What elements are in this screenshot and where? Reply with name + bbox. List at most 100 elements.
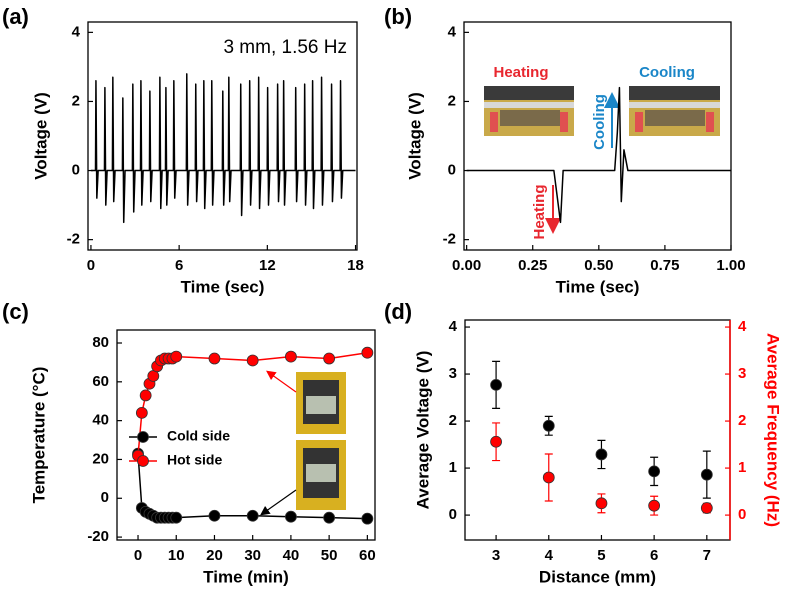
x-axis-label: Time (sec) xyxy=(556,277,640,296)
x-tick-label: 40 xyxy=(283,547,300,564)
y-tick-label: 2 xyxy=(449,412,457,429)
x-tick-label: 7 xyxy=(703,547,711,564)
y-tick-label: 4 xyxy=(448,23,457,40)
data-point xyxy=(361,512,374,525)
annotation: Heating xyxy=(531,184,548,239)
x-tick-label: 0.75 xyxy=(650,257,679,274)
x-tick-label: 50 xyxy=(321,547,338,564)
y-tick-label: 2 xyxy=(448,92,456,109)
y-tick-label: 40 xyxy=(92,412,109,429)
inset-photo xyxy=(296,440,346,510)
data-point xyxy=(285,510,297,523)
x-tick-label: 18 xyxy=(347,257,364,274)
x-tick-label: 0.00 xyxy=(452,257,481,274)
panel-label: (d) xyxy=(384,299,412,324)
y-axis-label: Voltage (V) xyxy=(31,92,50,180)
data-point xyxy=(542,471,555,484)
series-line xyxy=(90,73,356,224)
x-tick-label: 3 xyxy=(492,547,500,564)
data-point xyxy=(648,465,661,478)
panel: (a) 0 6 12 18 -2 0 2 4 Time (sec) Voltage (V) 3 mm,… xyxy=(2,4,364,297)
data-point xyxy=(700,502,713,514)
x-tick-label: 5 xyxy=(597,547,605,564)
legend-label: Cold side xyxy=(167,428,230,444)
y-tick-label: 3 xyxy=(449,365,457,382)
data-point xyxy=(361,346,374,359)
y-axis-label: Voltage (V) xyxy=(405,92,424,180)
data-point xyxy=(246,509,259,522)
x-tick-label: 30 xyxy=(244,547,261,564)
data-point xyxy=(490,378,502,391)
y-tick-label: 4 xyxy=(449,318,458,335)
data-point xyxy=(323,352,336,365)
legend-marker xyxy=(137,431,149,443)
inset-photo xyxy=(296,372,346,434)
y2-tick-label: 1 xyxy=(738,459,746,476)
x-tick-label: 0.25 xyxy=(518,257,547,274)
x-tick-label: 20 xyxy=(206,547,223,564)
legend-marker xyxy=(137,455,149,467)
data-point xyxy=(490,435,502,448)
y-axis-label: Temperature (°C) xyxy=(29,367,48,504)
data-point xyxy=(700,468,713,481)
data-point xyxy=(323,511,336,524)
x-tick-label: 0 xyxy=(87,257,95,274)
x-axis-label: Time (sec) xyxy=(181,277,265,296)
data-point xyxy=(542,419,555,432)
annotation: 3 mm, 1.56 Hz xyxy=(223,37,347,58)
panel-label: (c) xyxy=(2,299,29,324)
x-tick-label: 1.00 xyxy=(716,257,745,274)
data-point xyxy=(285,350,297,363)
annotation: Heating xyxy=(493,64,548,81)
data-point xyxy=(208,352,221,365)
inset-photo xyxy=(484,86,574,136)
y-tick-label: 20 xyxy=(92,450,109,467)
y-tick-label: 2 xyxy=(72,92,80,109)
panel: (c) 0 10 20 30 40 50 60 -20 0 20 40 60 80 Time (min) Te… xyxy=(2,299,376,587)
y2-tick-label: 3 xyxy=(738,365,746,382)
annotation: Cooling xyxy=(639,64,695,81)
x-axis-label: Time (min) xyxy=(203,567,289,586)
annotation: Cooling xyxy=(591,94,608,150)
y-axis-label: Average Voltage (V) xyxy=(413,351,432,510)
y2-tick-label: 4 xyxy=(738,318,747,335)
x-tick-label: 4 xyxy=(545,547,554,564)
plot-frame xyxy=(87,21,358,251)
legend-label: Hot side xyxy=(167,452,222,468)
y-tick-label: 60 xyxy=(92,373,109,390)
data-point xyxy=(135,406,148,419)
x-tick-label: 12 xyxy=(259,257,276,274)
plot-frame xyxy=(463,21,732,251)
y-tick-label: -20 xyxy=(87,528,109,545)
inset-photo xyxy=(629,86,720,136)
arrow xyxy=(266,370,297,393)
panel: (b) 0.00 0.25 0.50 0.75 1.00 -2 0 2 4 Time (sec) Vo… xyxy=(384,4,746,297)
y2-tick-label: 2 xyxy=(738,412,746,429)
x-tick-label: 0.50 xyxy=(584,257,613,274)
x-tick-label: 0 xyxy=(134,547,142,564)
y-tick-label: 0 xyxy=(449,506,457,523)
y-tick-label: 0 xyxy=(101,489,109,506)
data-point xyxy=(170,350,183,363)
x-tick-label: 6 xyxy=(650,547,658,564)
data-point xyxy=(648,499,661,512)
x-tick-label: 6 xyxy=(175,257,183,274)
panel-label: (a) xyxy=(2,4,29,29)
arrow xyxy=(260,489,297,516)
x-tick-label: 60 xyxy=(359,547,376,564)
y-tick-label: -2 xyxy=(67,231,80,248)
series-line xyxy=(466,86,731,224)
y-tick-label: 0 xyxy=(72,162,80,179)
y-tick-label: -2 xyxy=(443,231,456,248)
x-tick-label: 10 xyxy=(168,547,185,564)
plot-frame xyxy=(116,329,376,541)
y2-axis-label: Average Frequency (Hz) xyxy=(764,333,783,527)
data-point xyxy=(246,354,259,367)
y-tick-label: 4 xyxy=(72,23,81,40)
y2-tick-label: 0 xyxy=(738,506,746,523)
data-point xyxy=(208,509,221,522)
y-tick-label: 80 xyxy=(92,334,109,351)
data-point xyxy=(595,448,608,461)
data-point xyxy=(139,389,152,402)
